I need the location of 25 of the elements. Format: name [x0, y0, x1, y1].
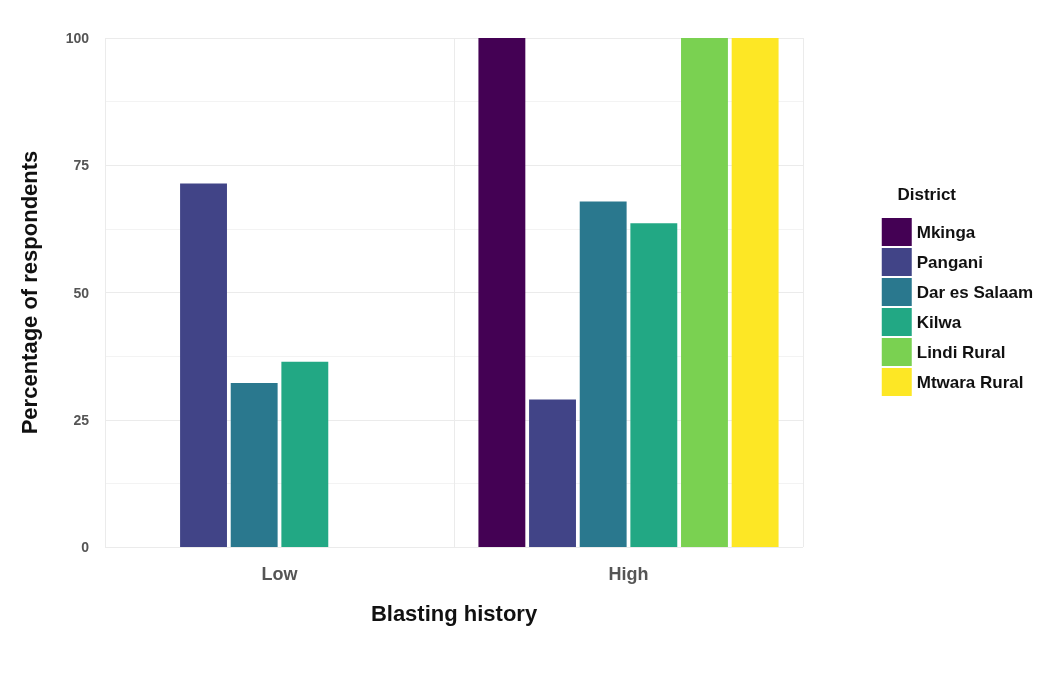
legend-label: Pangani — [916, 252, 983, 272]
bar — [180, 183, 227, 547]
legend-title: District — [897, 185, 957, 204]
bar — [230, 383, 278, 547]
bar — [281, 361, 329, 547]
legend-label: Lindi Rural — [916, 342, 1006, 362]
legend-label: Kilwa — [916, 312, 962, 332]
y-tick-label: 100 — [65, 30, 90, 46]
y-tick-label: 0 — [81, 539, 90, 555]
bar — [681, 38, 728, 547]
y-tick-label: 50 — [73, 284, 90, 301]
bar — [731, 38, 779, 547]
bar — [478, 38, 526, 547]
bar — [579, 201, 627, 547]
x-axis-title: Blasting history — [370, 600, 538, 626]
bar — [630, 223, 678, 547]
y-axis-title: Percentage of respondents — [16, 150, 42, 435]
y-tick-label: 25 — [73, 411, 90, 428]
x-tick-label: High — [608, 564, 649, 584]
legend-label: Dar es Salaam — [916, 282, 1034, 302]
x-tick-label: Low — [261, 564, 299, 584]
y-tick-label: 75 — [73, 157, 90, 174]
legend-label: Mkinga — [916, 222, 976, 242]
legend-label: Mtwara Rural — [916, 372, 1024, 392]
bar — [529, 399, 576, 547]
